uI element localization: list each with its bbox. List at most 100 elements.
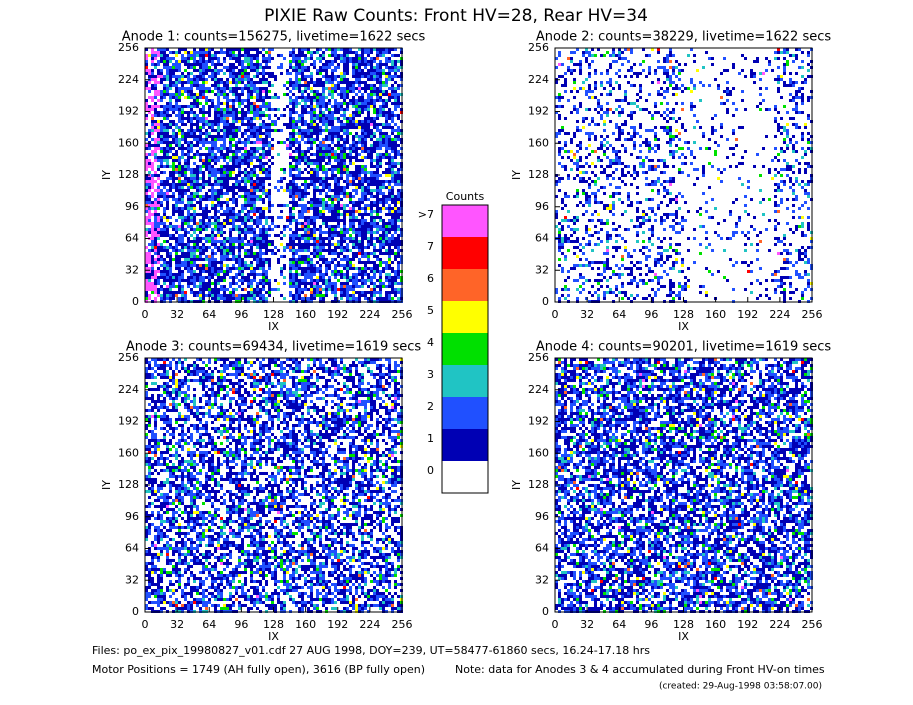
count-pixel	[355, 156, 358, 159]
count-pixel	[211, 72, 214, 75]
count-pixel	[262, 105, 265, 108]
count-pixel	[187, 285, 190, 288]
count-pixel	[175, 138, 178, 141]
count-pixel	[340, 276, 343, 279]
count-pixel	[226, 288, 229, 291]
count-pixel	[391, 102, 394, 105]
count-pixel	[286, 123, 289, 126]
count-pixel	[271, 84, 274, 87]
count-pixel	[361, 150, 364, 153]
count-pixel	[160, 99, 163, 102]
count-pixel	[388, 219, 391, 222]
count-pixel	[160, 69, 163, 72]
count-pixel	[259, 183, 262, 186]
count-pixel	[172, 276, 175, 279]
count-pixel	[379, 159, 382, 162]
count-pixel	[292, 156, 295, 159]
count-pixel	[397, 126, 400, 129]
count-pixel	[313, 273, 316, 276]
count-pixel	[301, 72, 304, 75]
count-pixel	[175, 267, 178, 270]
count-pixel	[310, 201, 313, 204]
count-pixel	[340, 102, 343, 105]
count-pixel	[364, 102, 367, 105]
count-pixel	[205, 156, 208, 159]
count-pixel	[175, 90, 178, 93]
count-pixel	[154, 180, 157, 183]
count-pixel	[163, 66, 166, 69]
count-pixel	[361, 156, 364, 159]
count-pixel	[346, 285, 349, 288]
count-pixel	[352, 147, 355, 150]
count-pixel	[196, 258, 199, 261]
count-pixel	[379, 129, 382, 132]
count-pixel	[304, 225, 307, 228]
count-pixel	[319, 246, 322, 249]
count-pixel	[391, 114, 394, 117]
count-pixel	[328, 228, 331, 231]
count-pixel	[148, 72, 151, 75]
count-pixel	[202, 195, 205, 198]
count-pixel	[250, 162, 253, 165]
count-pixel	[262, 261, 265, 264]
count-pixel	[325, 96, 328, 99]
count-pixel	[337, 171, 340, 174]
count-pixel	[376, 81, 379, 84]
count-pixel	[298, 222, 301, 225]
count-pixel	[358, 204, 361, 207]
count-pixel	[376, 75, 379, 78]
count-pixel	[166, 231, 169, 234]
count-pixel	[394, 72, 397, 75]
count-pixel	[205, 276, 208, 279]
count-pixel	[343, 159, 346, 162]
count-pixel	[172, 225, 175, 228]
count-pixel	[244, 183, 247, 186]
count-pixel	[148, 249, 151, 252]
count-pixel	[205, 270, 208, 273]
count-pixel	[328, 279, 331, 282]
count-pixel	[241, 153, 244, 156]
count-pixel	[235, 261, 238, 264]
count-pixel	[337, 213, 340, 216]
count-pixel	[175, 159, 178, 162]
count-pixel	[355, 102, 358, 105]
count-pixel	[358, 228, 361, 231]
count-pixel	[319, 252, 322, 255]
count-pixel	[328, 168, 331, 171]
count-pixel	[256, 135, 259, 138]
count-pixel	[379, 90, 382, 93]
count-pixel	[241, 147, 244, 150]
count-pixel	[154, 222, 157, 225]
count-pixel	[352, 189, 355, 192]
count-pixel	[334, 228, 337, 231]
count-pixel	[340, 234, 343, 237]
count-pixel	[361, 276, 364, 279]
count-pixel	[226, 114, 229, 117]
count-pixel	[250, 93, 253, 96]
count-pixel	[337, 81, 340, 84]
count-pixel	[334, 210, 337, 213]
count-pixel	[310, 135, 313, 138]
count-pixel	[214, 129, 217, 132]
count-pixel	[325, 222, 328, 225]
count-pixel	[193, 219, 196, 222]
count-pixel	[373, 120, 376, 123]
count-pixel	[328, 135, 331, 138]
count-pixel	[289, 240, 292, 243]
count-pixel	[178, 147, 181, 150]
count-pixel	[205, 120, 208, 123]
count-pixel	[256, 273, 259, 276]
count-pixel	[187, 114, 190, 117]
count-pixel	[310, 180, 313, 183]
count-pixel	[196, 228, 199, 231]
count-pixel	[241, 75, 244, 78]
count-pixel	[250, 159, 253, 162]
count-pixel	[241, 243, 244, 246]
count-pixel	[370, 276, 373, 279]
count-pixel	[262, 54, 265, 57]
count-pixel	[361, 183, 364, 186]
count-pixel	[367, 123, 370, 126]
count-pixel	[229, 237, 232, 240]
count-pixel	[385, 225, 388, 228]
count-pixel	[256, 183, 259, 186]
